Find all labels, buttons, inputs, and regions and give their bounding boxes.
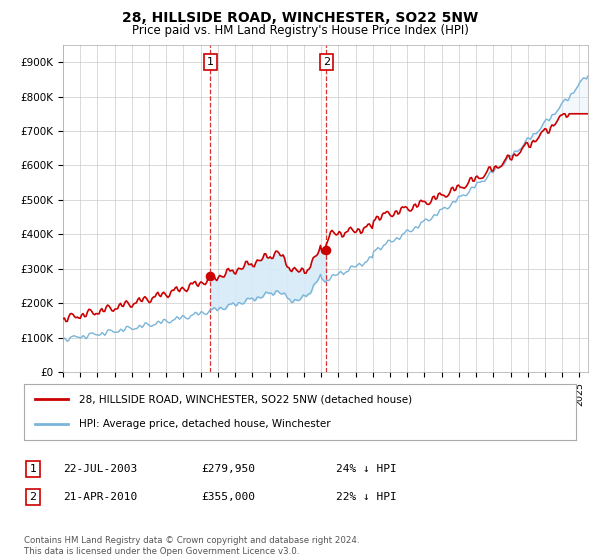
Text: 28, HILLSIDE ROAD, WINCHESTER, SO22 5NW: 28, HILLSIDE ROAD, WINCHESTER, SO22 5NW bbox=[122, 11, 478, 25]
Text: £355,000: £355,000 bbox=[201, 492, 255, 502]
Text: 2: 2 bbox=[323, 57, 330, 67]
Point bbox=[322, 245, 331, 254]
Text: £279,950: £279,950 bbox=[201, 464, 255, 474]
Text: Price paid vs. HM Land Registry's House Price Index (HPI): Price paid vs. HM Land Registry's House … bbox=[131, 24, 469, 36]
Text: 24% ↓ HPI: 24% ↓ HPI bbox=[336, 464, 397, 474]
Text: HPI: Average price, detached house, Winchester: HPI: Average price, detached house, Winc… bbox=[79, 419, 331, 429]
Text: 22% ↓ HPI: 22% ↓ HPI bbox=[336, 492, 397, 502]
Text: 21-APR-2010: 21-APR-2010 bbox=[63, 492, 137, 502]
Text: Contains HM Land Registry data © Crown copyright and database right 2024.
This d: Contains HM Land Registry data © Crown c… bbox=[24, 536, 359, 556]
Text: 1: 1 bbox=[29, 464, 37, 474]
Text: 22-JUL-2003: 22-JUL-2003 bbox=[63, 464, 137, 474]
Text: 2: 2 bbox=[29, 492, 37, 502]
Point bbox=[205, 272, 215, 281]
Text: 28, HILLSIDE ROAD, WINCHESTER, SO22 5NW (detached house): 28, HILLSIDE ROAD, WINCHESTER, SO22 5NW … bbox=[79, 394, 412, 404]
Text: 1: 1 bbox=[206, 57, 214, 67]
